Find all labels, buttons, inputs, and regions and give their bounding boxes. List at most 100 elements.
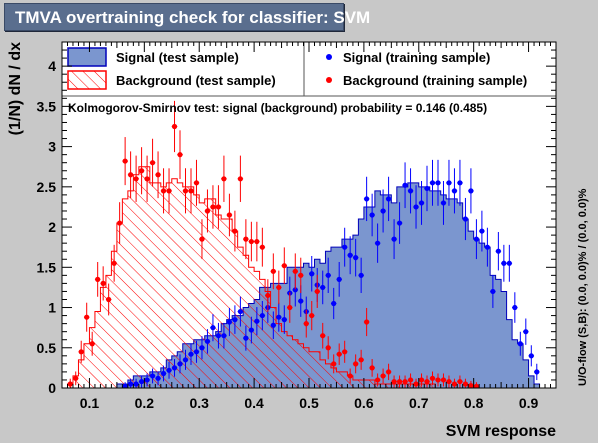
signal-train-point: [523, 318, 529, 345]
signal-train-point: [319, 270, 326, 305]
background-train-point: [413, 378, 419, 388]
background-train-point: [325, 336, 331, 360]
signal-train-point: [215, 322, 222, 349]
background-train-point: [270, 253, 277, 290]
background-train-point: [391, 375, 397, 388]
signal-train-point: [473, 219, 480, 260]
signal-train-point: [363, 176, 370, 222]
y-tick-label: 2: [48, 219, 56, 235]
background-train-point: [210, 185, 216, 229]
x-tick-label: 0.1: [80, 395, 100, 411]
y-tick-label: 0.5: [37, 340, 57, 356]
background-train-point: [78, 340, 84, 363]
background-train-point: [254, 221, 260, 262]
signal-train-point: [407, 168, 414, 214]
signal-train-point: [254, 307, 260, 336]
background-train-point: [330, 354, 337, 374]
background-train-point: [435, 373, 441, 387]
signal-train-point: [506, 244, 513, 282]
points-layer: [67, 100, 540, 388]
background-train-point: [182, 168, 189, 214]
signal-train-point: [138, 375, 145, 388]
background-train-point: [358, 349, 364, 370]
background-train-point: [446, 375, 452, 388]
background-train-point: [232, 210, 238, 252]
legend-background-test-swatch: [67, 70, 107, 90]
background-train-point: [341, 340, 348, 363]
signal-train-point: [446, 159, 452, 206]
background-train-point: [248, 221, 255, 262]
signal-train-point: [413, 185, 419, 229]
signal-train-point: [281, 305, 288, 334]
background-train-point: [171, 100, 178, 153]
x-tick-label: 0.8: [464, 395, 484, 411]
signal-train-point: [193, 340, 200, 363]
signal-train-point: [221, 322, 227, 349]
signal-train-point: [149, 368, 156, 384]
background-train-point: [309, 300, 315, 331]
background-train-point: [276, 270, 282, 305]
background-train-point: [265, 279, 271, 312]
x-axis-label: SVM response: [446, 423, 556, 440]
x-tick-label: 0.9: [519, 395, 539, 411]
signal-train-point: [418, 180, 425, 225]
title-banner: TMVA overtraining check for classifier: …: [4, 3, 370, 31]
background-train-point: [226, 193, 233, 237]
x-tick-label: 0.7: [409, 395, 429, 411]
chart-title: TMVA overtraining check for classifier: …: [15, 8, 371, 27]
background-train-point: [418, 373, 425, 387]
background-train-point: [177, 130, 183, 179]
background-train-point: [116, 202, 123, 244]
signal-train-point: [468, 168, 474, 214]
background-train-point: [396, 375, 403, 388]
legend-signal-train-marker: [326, 54, 332, 60]
background-train-point: [160, 168, 167, 214]
background-train-point: [374, 373, 381, 387]
background-train-point: [380, 368, 386, 384]
background-train-point: [67, 378, 73, 388]
signal-train-point: [127, 378, 134, 388]
background-train-point: [105, 283, 112, 316]
signal-train-point: [248, 316, 255, 344]
signal-train-point: [204, 329, 211, 354]
signal-train-point: [528, 345, 535, 367]
y-tick-label: 0: [48, 380, 56, 396]
signal-train-point: [424, 165, 430, 212]
y-axis-label: (1/N) dN / dx: [7, 42, 24, 135]
signal-train-point: [451, 168, 458, 214]
signal-train-point: [457, 159, 463, 206]
background-train-point: [127, 151, 134, 199]
background-train-point: [243, 219, 249, 260]
signal-train-point: [155, 371, 161, 386]
signal-train-point: [462, 197, 469, 241]
legend-background-test-label: Background (test sample): [116, 73, 276, 88]
background-train-point: [133, 155, 139, 202]
signal-train-point: [512, 292, 518, 323]
overflow-label: U/O-flow (S,B): (0.0, 0.0)% / (0.0, 0.0)…: [577, 188, 589, 386]
signal-train-point: [479, 210, 485, 252]
legend-signal-train-label: Signal (training sample): [343, 50, 490, 65]
y-tick-label: 2.5: [37, 179, 57, 195]
background-train-point: [468, 380, 474, 388]
background-train-point: [369, 359, 375, 377]
signal-train-point: [534, 363, 540, 381]
signal-train-point: [385, 176, 392, 222]
signal-train-point: [484, 227, 491, 267]
signal-train-point: [352, 238, 359, 277]
background-train-point: [347, 368, 353, 384]
signal-train-point: [396, 202, 403, 244]
background-train-point: [89, 331, 95, 356]
background-train-point: [259, 227, 266, 267]
background-train-point: [72, 371, 79, 386]
signal-train-point: [336, 261, 342, 297]
background-train-point: [149, 138, 156, 187]
background-train-point: [352, 354, 359, 374]
legend-background-train-marker: [326, 77, 332, 83]
background-train-point: [451, 378, 458, 388]
signal-train-point: [210, 314, 216, 342]
signal-train-point: [133, 378, 139, 388]
signal-train-point: [237, 296, 244, 327]
background-train-point: [303, 309, 309, 338]
